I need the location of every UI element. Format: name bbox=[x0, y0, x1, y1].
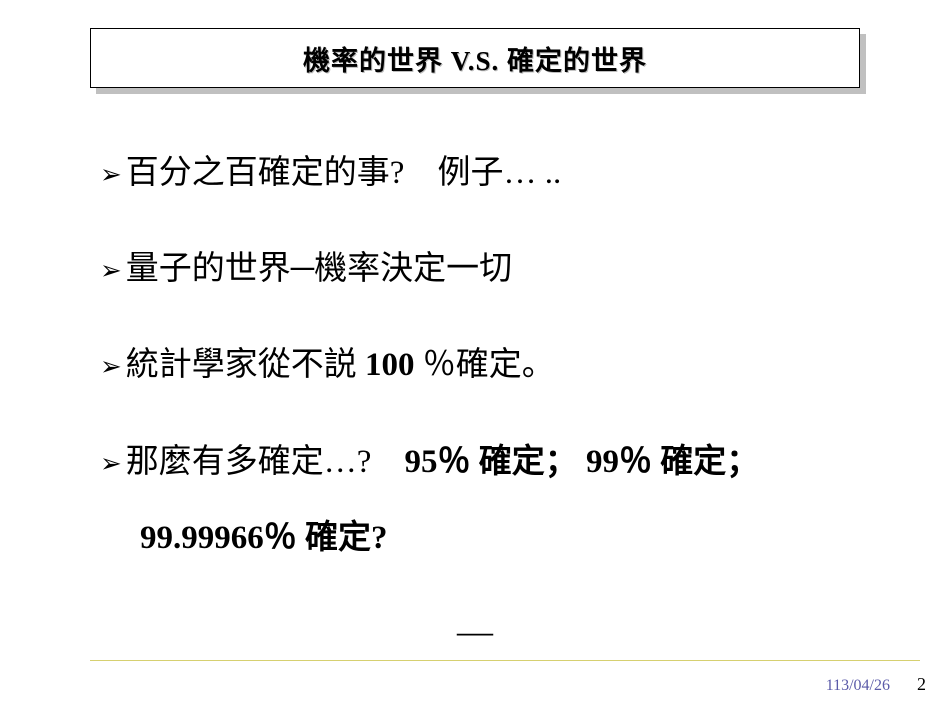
title-container: 機率的世界 V.S. 確定的世界 bbox=[90, 28, 860, 88]
bullet-text: 那麼有多確定…? 95％ 確定； 99％ 確定； bbox=[126, 439, 880, 485]
bullet-text: 統計學家從不説 100 ％確定。 bbox=[126, 342, 880, 388]
text-fragment: ％ 確定? bbox=[264, 520, 388, 556]
text-fragment: ％ 確定； bbox=[619, 444, 759, 480]
page-number: 2 bbox=[917, 674, 926, 695]
number-value: 100 bbox=[365, 347, 415, 383]
number-value: 99.99966 bbox=[140, 520, 264, 556]
bullet-marker-icon: ➢ bbox=[100, 445, 122, 481]
bullet-item: ➢ 統計學家從不説 100 ％確定。 bbox=[100, 342, 880, 388]
bullet-item: ➢ 百分之百確定的事? 例子… .. bbox=[100, 150, 880, 196]
bullet-marker-icon: ➢ bbox=[100, 156, 122, 192]
number-value: 95 bbox=[404, 444, 437, 480]
bullet-marker-icon: ➢ bbox=[100, 252, 122, 288]
slide: 機率的世界 V.S. 確定的世界 ➢ 百分之百確定的事? 例子… .. ➢ 量子… bbox=[0, 0, 950, 713]
em-dash: — bbox=[0, 610, 950, 652]
text-fragment: ％ 確定； bbox=[437, 444, 577, 480]
title-box: 機率的世界 V.S. 確定的世界 bbox=[90, 28, 860, 88]
bullet-marker-icon: ➢ bbox=[100, 348, 122, 384]
slide-title: 機率的世界 V.S. 確定的世界 bbox=[303, 39, 647, 78]
bullet-item: ➢ 量子的世界─機率決定一切 bbox=[100, 246, 880, 292]
text-fragment: 統計學家從不説 bbox=[126, 347, 365, 383]
bullet-item: ➢ 那麼有多確定…? 95％ 確定； 99％ 確定； bbox=[100, 439, 880, 485]
bullet-continuation: 99.99966％ 確定? bbox=[100, 515, 880, 561]
text-fragment: 那麼有多確定…? bbox=[126, 444, 405, 480]
body-content: ➢ 百分之百確定的事? 例子… .. ➢ 量子的世界─機率決定一切 ➢ 統計學家… bbox=[100, 150, 880, 611]
footer-rule bbox=[90, 660, 920, 661]
bullet-text: 量子的世界─機率決定一切 bbox=[126, 246, 880, 292]
footer-date: 113/04/26 bbox=[826, 677, 890, 695]
text-fragment: ％確定。 bbox=[415, 347, 555, 383]
bullet-text: 百分之百確定的事? 例子… .. bbox=[126, 150, 880, 196]
number-value: 99 bbox=[586, 444, 619, 480]
